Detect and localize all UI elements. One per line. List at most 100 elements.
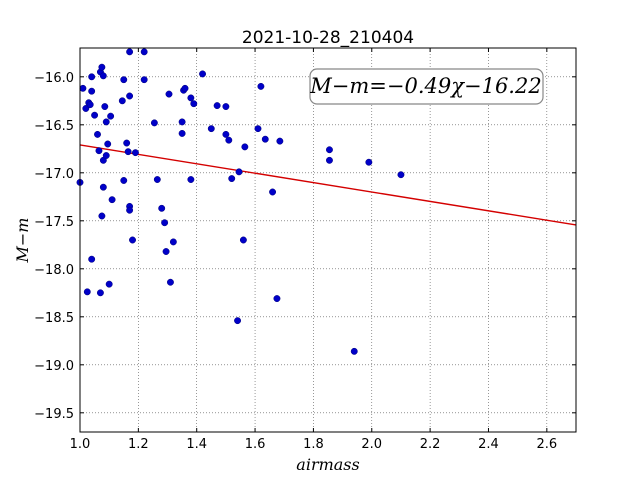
data-point [158, 204, 166, 212]
data-point [118, 97, 126, 105]
data-point [102, 152, 110, 159]
data-point [91, 111, 99, 119]
data-point [269, 188, 277, 196]
y-tick-label: −16.0 [34, 71, 74, 86]
y-tick-label: −18.0 [34, 263, 74, 278]
data-point [261, 135, 269, 143]
data-point [153, 176, 161, 183]
data-point [88, 255, 96, 263]
x-tick-labels: 1.0 1.2 1.4 1.6 1.8 2.0 2.2 2.4 2.6 [70, 437, 558, 452]
data-points [76, 48, 405, 355]
annotation-box [309, 68, 544, 105]
data-point [181, 84, 189, 92]
data-point [88, 87, 96, 95]
annotation-text: M−m=−0.49χ−16.22 [309, 74, 541, 98]
data-point [82, 105, 90, 112]
fit-line-layer [79, 144, 577, 226]
data-point [190, 100, 198, 108]
x-tick-label: 2.4 [478, 437, 499, 452]
data-point [235, 168, 243, 176]
data-point [124, 148, 132, 156]
data-point [123, 139, 131, 147]
y-tick-labels: −16.0 −16.5 −17.0 −17.5 −18.0 −18.5 −19.0 −19.5 [34, 71, 74, 422]
data-point [98, 63, 106, 71]
data-point [169, 238, 177, 246]
data-point [140, 76, 148, 84]
data-point [94, 130, 101, 138]
data-point [79, 84, 87, 92]
data-point [326, 146, 333, 154]
y-tick-label: −17.0 [34, 167, 74, 182]
data-point [178, 129, 186, 137]
data-point [96, 289, 104, 297]
x-tick-label: 1.6 [245, 437, 266, 452]
data-point [187, 94, 195, 102]
data-point [120, 177, 128, 184]
x-tick-label: 1.8 [303, 437, 324, 452]
data-point [326, 156, 333, 164]
data-point [222, 103, 230, 111]
data-point [162, 248, 170, 255]
x-tick-label: 2.6 [536, 437, 557, 452]
data-point [126, 206, 134, 214]
data-point [166, 278, 174, 286]
data-point [239, 236, 247, 244]
data-point [228, 175, 236, 183]
y-tick-label: −17.5 [34, 215, 74, 230]
data-point [104, 140, 112, 148]
data-point [83, 288, 91, 296]
data-point [120, 76, 128, 84]
data-point [99, 72, 107, 80]
data-point [273, 295, 281, 303]
data-point [108, 196, 116, 204]
data-point [276, 137, 284, 145]
data-point [99, 183, 107, 191]
data-point [165, 90, 173, 98]
data-point [105, 280, 113, 288]
x-tick-label: 2.0 [361, 437, 382, 452]
chart-title: 2021-10-28_210404 [242, 28, 414, 48]
y-tick-label: −16.5 [34, 119, 74, 134]
data-point [257, 82, 265, 90]
y-axis-label: M−m [13, 218, 32, 264]
plot-frame [79, 47, 577, 433]
data-point [241, 143, 249, 151]
data-point [187, 176, 195, 183]
data-point [213, 102, 221, 110]
data-point [365, 158, 373, 166]
data-point [161, 219, 169, 227]
x-tick-label: 2.2 [420, 437, 441, 452]
fit-equation-annotation: M−m=−0.49χ−16.22 [309, 68, 544, 105]
data-point [101, 103, 109, 111]
data-point [131, 149, 139, 157]
x-tick-label: 1.2 [128, 437, 149, 452]
x-axis-label: airmass [296, 455, 359, 474]
data-point [150, 119, 158, 127]
data-point [350, 347, 358, 355]
y-tick-label: −19.0 [34, 359, 74, 374]
data-point [222, 130, 230, 138]
data-point [126, 92, 134, 100]
data-point [140, 48, 148, 56]
data-point [95, 147, 103, 155]
data-point [207, 125, 215, 133]
data-point [126, 48, 134, 56]
x-tick-label: 1.0 [70, 437, 91, 452]
data-point [98, 212, 106, 220]
data-point [199, 70, 206, 78]
data-point [254, 125, 262, 133]
data-point [129, 236, 136, 244]
data-point [102, 118, 110, 126]
axis-ticks [79, 48, 576, 432]
y-tick-label: −19.5 [34, 407, 74, 422]
data-point [234, 317, 242, 325]
data-point [86, 101, 94, 109]
fit-line [79, 144, 577, 226]
data-point [88, 73, 96, 81]
data-point [178, 118, 186, 126]
data-point [107, 112, 115, 120]
data-point [225, 136, 233, 144]
data-point [397, 171, 405, 179]
x-tick-label: 1.4 [186, 437, 207, 452]
